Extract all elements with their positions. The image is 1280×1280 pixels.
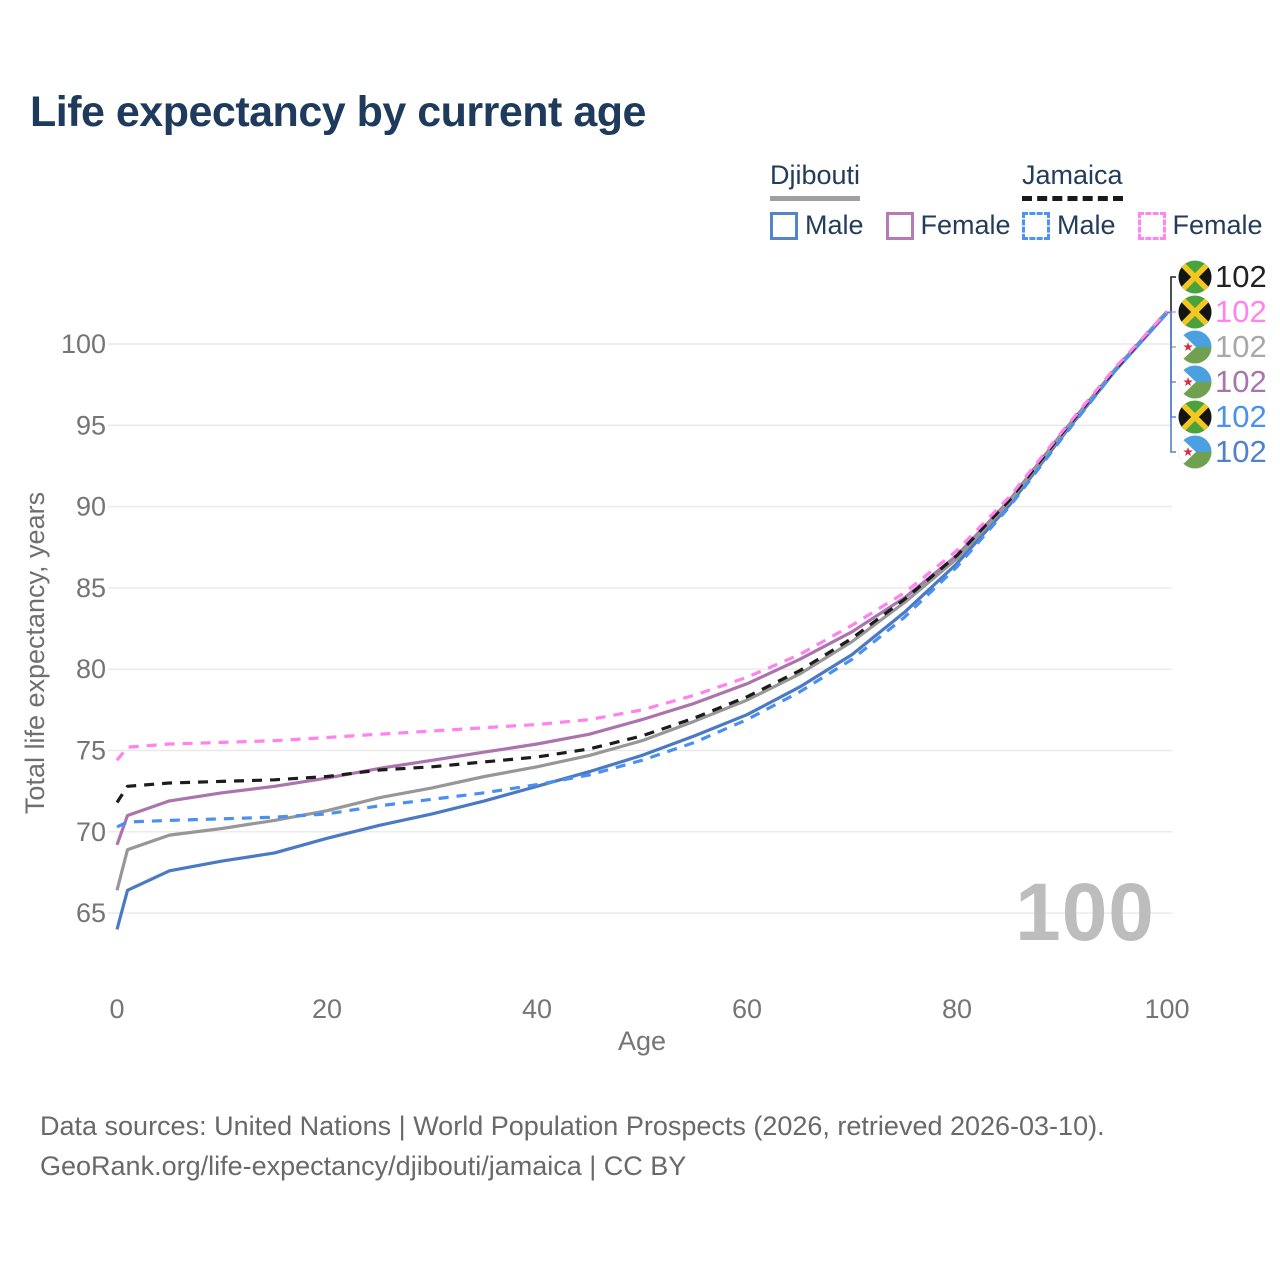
djibouti-female-swatch-icon	[885, 211, 914, 240]
legend-country-djibouti: Djibouti	[770, 160, 861, 201]
jamaica-female-swatch-icon	[1137, 211, 1166, 240]
page-title: Life expectancy by current age	[30, 88, 646, 136]
jamaica-flag-icon	[1178, 260, 1212, 294]
y-tick-label: 70	[76, 817, 106, 847]
series-line-djibouti-female[interactable]	[115, 310, 1169, 846]
footer: Data sources: United Nations | World Pop…	[40, 1106, 1105, 1186]
djibouti-flag-icon	[1178, 365, 1212, 399]
x-tick-label: 60	[732, 994, 762, 1024]
legend: Djibouti Male Female Jamaica Male	[0, 0, 1280, 250]
data-sources-line: Data sources: United Nations | World Pop…	[40, 1111, 1105, 1141]
y-tick-label: 80	[76, 654, 106, 684]
djibouti-flag-icon	[1178, 330, 1212, 364]
y-tick-label: 100	[61, 329, 106, 359]
legend-item-label: Male	[805, 210, 864, 240]
y-tick-label: 75	[76, 736, 106, 766]
series-line-djibouti[interactable]	[115, 310, 1169, 891]
y-tick-label: 95	[76, 410, 106, 440]
djibouti-flag-icon	[1178, 435, 1212, 469]
x-axis-title: Age	[618, 1026, 666, 1056]
x-tick-label: 40	[522, 994, 552, 1024]
y-tick-label: 65	[76, 898, 106, 928]
series-line-jamaica-female[interactable]	[115, 310, 1169, 762]
end-label-value: 102	[1215, 364, 1267, 399]
legend-item-label: Female	[920, 210, 1011, 240]
series-line-jamaica-male[interactable]	[116, 312, 1169, 829]
jamaica-flag-icon	[1178, 400, 1212, 434]
y-axis-title: Total life expectancy, years	[20, 492, 50, 814]
series-line-jamaica[interactable]	[115, 310, 1169, 804]
end-label-value: 102	[1215, 259, 1267, 294]
x-tick-label: 80	[942, 994, 972, 1024]
legend-group-jamaica: Jamaica Male Female	[1022, 160, 1280, 241]
legend-item-djibouti-male[interactable]: Male	[770, 210, 864, 241]
end-label-value: 102	[1215, 434, 1267, 469]
jamaica-male-swatch-icon	[1022, 211, 1050, 240]
gridlines: 65 70 75 80 85 90 95 100	[61, 329, 1172, 928]
legend-item-jamaica-male[interactable]: Male	[1022, 210, 1116, 241]
legend-item-label: Female	[1172, 210, 1263, 240]
series-lines	[115, 310, 1169, 930]
legend-item-jamaica-female[interactable]: Female	[1137, 210, 1263, 241]
legend-country-jamaica: Jamaica	[1022, 160, 1123, 201]
end-label-value: 102	[1215, 294, 1267, 329]
x-tick-label: 20	[312, 994, 342, 1024]
x-tick-label: 0	[109, 994, 124, 1024]
legend-item-label: Male	[1057, 210, 1116, 240]
legend-group-djibouti: Djibouti Male Female	[770, 160, 1033, 241]
axes: 0 20 40 60 80 100 Age Total life expectancy, ye…	[20, 492, 1190, 1056]
legend-items-jamaica: Male Female	[1022, 210, 1280, 241]
y-tick-label: 85	[76, 573, 106, 603]
series-line-djibouti-male[interactable]	[115, 312, 1169, 930]
end-label-value: 102	[1215, 329, 1267, 364]
legend-items-djibouti: Male Female	[770, 210, 1033, 241]
end-label-connector	[1167, 311, 1176, 453]
djibouti-male-swatch-icon	[770, 211, 798, 240]
y-tick-label: 90	[76, 492, 106, 522]
jamaica-flag-icon	[1178, 295, 1212, 329]
age-watermark: 100	[1015, 867, 1155, 958]
end-label-value: 102	[1215, 399, 1267, 434]
legend-item-djibouti-female[interactable]: Female	[885, 210, 1011, 241]
x-tick-label: 100	[1144, 994, 1189, 1024]
end-label-connector	[1167, 276, 1176, 314]
attribution-line: GeoRank.org/life-expectancy/djibouti/jam…	[40, 1151, 687, 1181]
